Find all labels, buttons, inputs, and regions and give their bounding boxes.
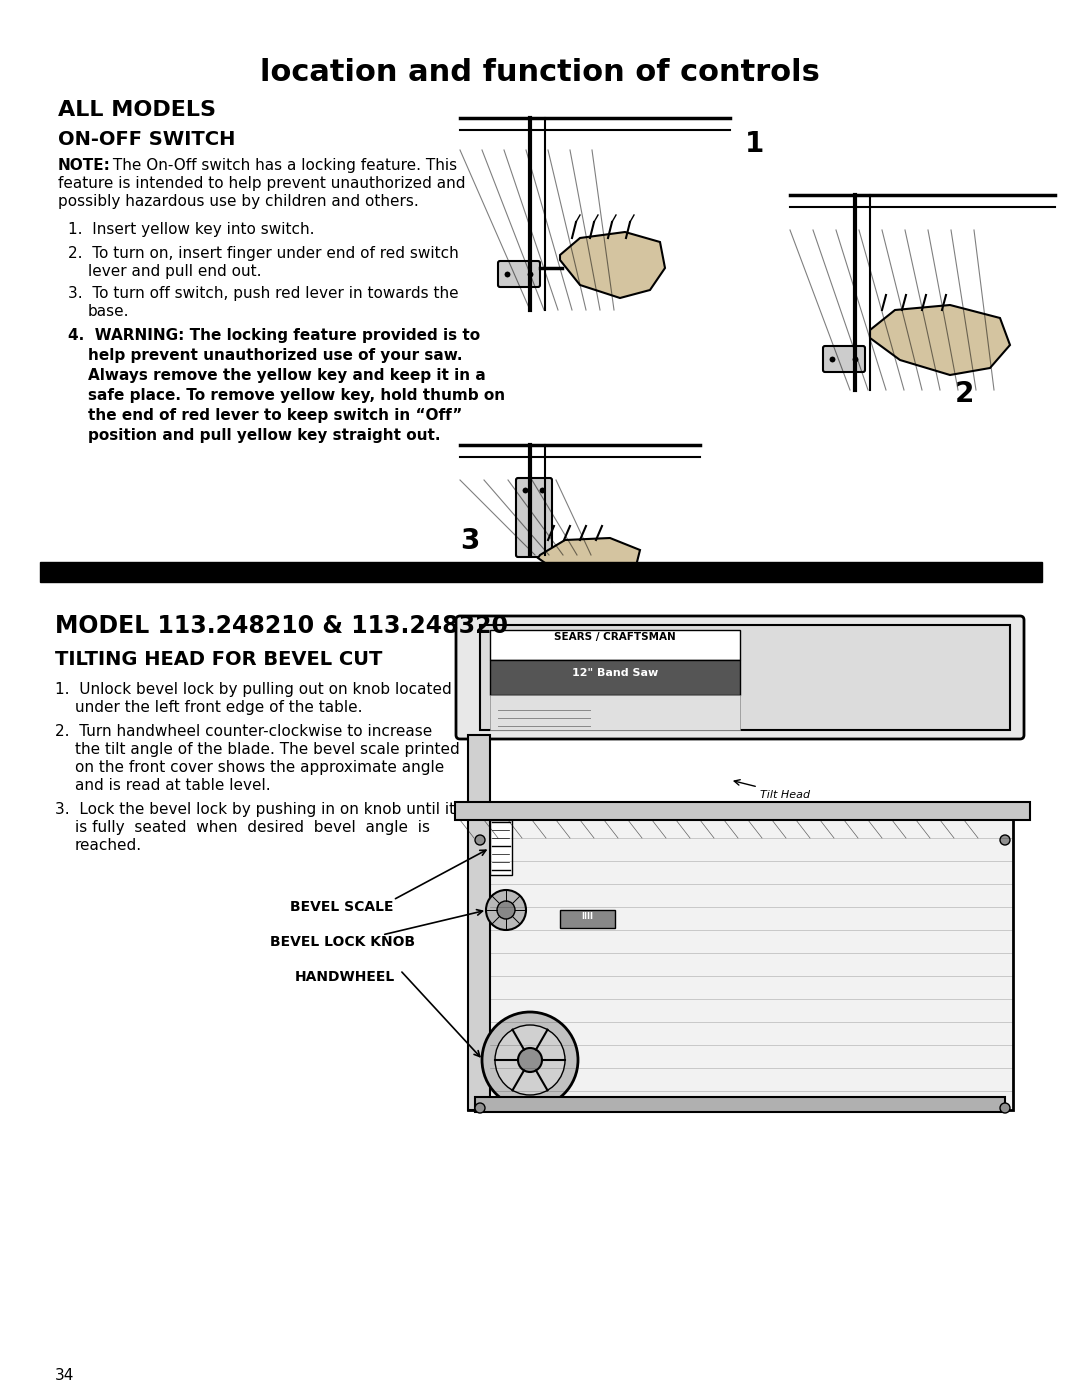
Text: 34: 34 [55, 1368, 75, 1384]
Text: 2.  Turn handwheel counter-clockwise to increase: 2. Turn handwheel counter-clockwise to i… [55, 725, 432, 739]
Text: is fully  seated  when  desired  bevel  angle  is: is fully seated when desired bevel angle… [75, 820, 430, 835]
Circle shape [518, 1048, 542, 1072]
Text: position and pull yellow key straight out.: position and pull yellow key straight ou… [87, 428, 441, 443]
Text: feature is intended to help prevent unauthorized and: feature is intended to help prevent unau… [58, 176, 465, 192]
Text: ALL MODELS: ALL MODELS [58, 99, 216, 120]
FancyBboxPatch shape [516, 478, 552, 557]
Text: MODEL 113.248210 & 113.248320: MODEL 113.248210 & 113.248320 [55, 614, 508, 638]
Text: base.: base. [87, 304, 130, 319]
Bar [490, 660, 740, 695]
Bar [468, 820, 1013, 1109]
Circle shape [497, 901, 515, 919]
Text: the end of red lever to keep switch in “Off”: the end of red lever to keep switch in “… [87, 409, 462, 422]
Text: 2: 2 [955, 381, 974, 409]
Text: 3: 3 [460, 527, 480, 555]
FancyBboxPatch shape [823, 346, 865, 372]
Text: 1: 1 [745, 130, 765, 158]
Text: 1.  Insert yellow key into switch.: 1. Insert yellow key into switch. [68, 222, 314, 236]
Text: possibly hazardous use by children and others.: possibly hazardous use by children and o… [58, 194, 419, 208]
Text: Tilt Head: Tilt Head [760, 790, 810, 800]
Bar [40, 562, 1042, 582]
Text: location and function of controls: location and function of controls [260, 57, 820, 87]
Text: and is read at table level.: and is read at table level. [75, 778, 271, 793]
Text: ON-OFF SWITCH: ON-OFF SWITCH [58, 130, 235, 150]
Text: 4.  WARNING: The locking feature provided is to: 4. WARNING: The locking feature provided… [68, 327, 481, 343]
Text: The On-Off switch has a locking feature. This: The On-Off switch has a locking feature.… [108, 158, 457, 173]
Text: TILTING HEAD FOR BEVEL CUT: TILTING HEAD FOR BEVEL CUT [55, 651, 382, 669]
Polygon shape [870, 305, 1010, 375]
Text: Always remove the yellow key and keep it in a: Always remove the yellow key and keep it… [87, 368, 486, 383]
Bar [455, 802, 1030, 820]
FancyBboxPatch shape [456, 616, 1024, 739]
Polygon shape [538, 539, 640, 582]
Text: BEVEL SCALE: BEVEL SCALE [291, 900, 393, 914]
Text: 1.  Unlock bevel lock by pulling out on knob located: 1. Unlock bevel lock by pulling out on k… [55, 681, 451, 697]
Text: on the front cover shows the approximate angle: on the front cover shows the approximate… [75, 760, 444, 775]
Circle shape [1000, 835, 1010, 845]
Text: 12" Band Saw: 12" Band Saw [572, 667, 658, 679]
Text: lever and pull end out.: lever and pull end out. [87, 264, 261, 278]
Bar [475, 1097, 1005, 1112]
Circle shape [482, 1011, 578, 1108]
Polygon shape [561, 232, 665, 298]
Bar [490, 695, 740, 730]
FancyBboxPatch shape [468, 816, 1013, 1109]
Bar [468, 734, 490, 1109]
Text: the tilt angle of the blade. The bevel scale printed: the tilt angle of the blade. The bevel s… [75, 741, 460, 757]
Text: HANDWHEEL: HANDWHEEL [295, 970, 395, 983]
Text: SEARS / CRAFTSMAN: SEARS / CRAFTSMAN [554, 632, 676, 642]
Text: safe place. To remove yellow key, hold thumb on: safe place. To remove yellow key, hold t… [87, 388, 505, 403]
Circle shape [495, 1025, 565, 1095]
Text: 3.  To turn off switch, push red lever in towards the: 3. To turn off switch, push red lever in… [68, 285, 459, 301]
Text: under the left front edge of the table.: under the left front edge of the table. [75, 700, 363, 715]
Text: NOTE:: NOTE: [58, 158, 111, 173]
Text: help prevent unauthorized use of your saw.: help prevent unauthorized use of your sa… [87, 348, 462, 362]
Bar [480, 625, 1010, 730]
Text: 3.  Lock the bevel lock by pushing in on knob until it: 3. Lock the bevel lock by pushing in on … [55, 802, 455, 817]
Bar [490, 820, 512, 874]
Circle shape [475, 835, 485, 845]
Bar [490, 630, 740, 660]
FancyBboxPatch shape [498, 262, 540, 287]
Text: IIII: IIII [581, 912, 593, 921]
Text: reached.: reached. [75, 838, 143, 853]
Circle shape [1000, 1102, 1010, 1114]
Text: BEVEL LOCK KNOB: BEVEL LOCK KNOB [270, 935, 415, 949]
Circle shape [486, 890, 526, 930]
Bar [561, 909, 615, 928]
Circle shape [475, 1102, 485, 1114]
Text: 2.  To turn on, insert finger under end of red switch: 2. To turn on, insert finger under end o… [68, 246, 459, 262]
